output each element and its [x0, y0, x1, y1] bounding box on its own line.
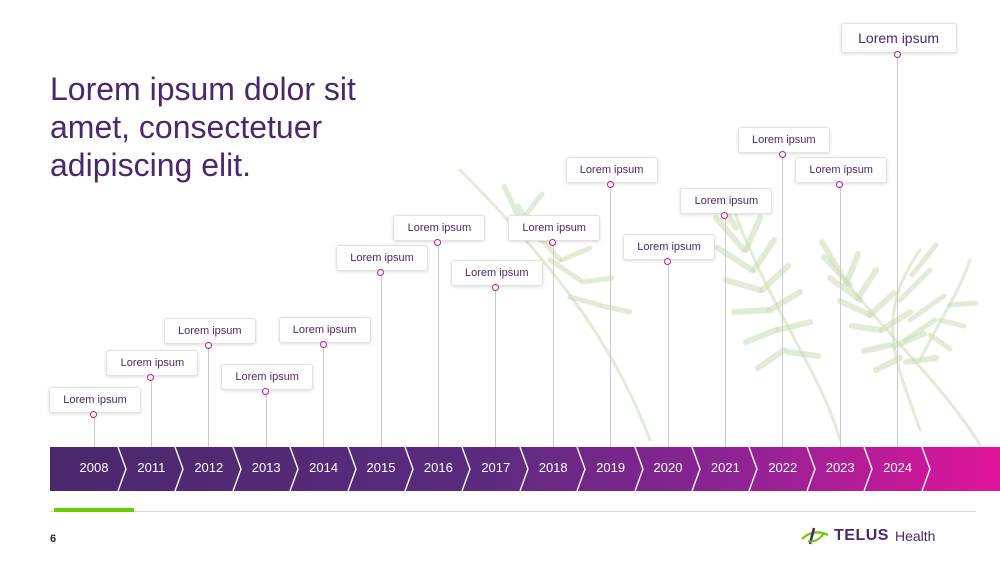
- milestone-label: Lorem ipsum: [221, 364, 314, 390]
- milestone-marker: [606, 181, 614, 188]
- milestone-label: Lorem ipsum: [450, 260, 543, 286]
- milestone-marker: [262, 388, 270, 395]
- timeline-chevron: [346, 447, 357, 491]
- timeline-year: 2021: [710, 460, 740, 475]
- timeline-chevron: [748, 447, 759, 491]
- milestone-marker: [434, 239, 442, 246]
- milestone-marker: [147, 374, 155, 381]
- timeline-year: 2015: [366, 460, 396, 475]
- logo-suffix: Health: [894, 528, 936, 544]
- milestone-label: Lorem ipsum: [795, 157, 888, 183]
- timeline-stem: [552, 221, 554, 447]
- timeline-year: 2008: [79, 460, 109, 475]
- timeline-year: 2022: [768, 460, 798, 475]
- timeline-chevron: [691, 447, 701, 491]
- timeline-chevron: [633, 447, 644, 491]
- milestone-label: Lorem ipsum: [565, 157, 658, 183]
- timeline-year: 2013: [251, 460, 281, 475]
- timeline-chevron: [806, 447, 816, 491]
- timeline-stem: [265, 370, 267, 447]
- milestone-label: Lorem ipsum: [737, 127, 830, 153]
- timeline-chevron: [289, 447, 299, 491]
- timeline-stem: [150, 356, 152, 447]
- milestone-label: Lorem ipsum: [336, 245, 428, 271]
- timeline-year: 2011: [137, 460, 166, 475]
- timeline-chevron: [863, 447, 873, 491]
- milestone-marker: [778, 151, 786, 158]
- timeline-stem: [437, 221, 439, 447]
- milestone-marker: [664, 258, 671, 265]
- milestone-marker: [549, 239, 557, 246]
- milestone-marker: [836, 181, 844, 188]
- milestone-label: Lorem ipsum: [106, 350, 199, 376]
- timeline-year: 2018: [538, 460, 568, 475]
- milestone-label: Lorem ipsum: [49, 387, 141, 413]
- page-number: 6: [50, 533, 57, 545]
- milestone-label: Lorem ipsum: [393, 215, 486, 241]
- fern-background-image: [458, 168, 982, 447]
- timeline-chevron: [174, 447, 185, 491]
- milestone-marker: [204, 342, 212, 349]
- timeline-stem: [610, 163, 612, 447]
- slide-title: Lorem ipsum dolor sit amet, consectetuer…: [50, 71, 356, 183]
- timeline-chevron: [117, 447, 127, 491]
- timeline-stem: [839, 163, 841, 447]
- timeline-stem: [323, 323, 325, 447]
- telus-health-logo: TELUS Health: [800, 523, 935, 549]
- milestone-label: Lorem ipsum: [623, 234, 715, 260]
- milestone-label: Lorem ipsum: [680, 188, 773, 214]
- timeline-stem: [495, 266, 497, 447]
- timeline-year: 2019: [596, 460, 626, 475]
- milestone-label: Lorem ipsum: [278, 317, 371, 343]
- telus-globe-icon: [801, 527, 829, 545]
- timeline-stem: [782, 133, 784, 447]
- timeline-chevron: [576, 447, 586, 491]
- timeline-chevron: [519, 447, 529, 491]
- milestone-label: Lorem ipsum: [840, 23, 957, 53]
- logo-wordmark: TELUS: [834, 527, 889, 544]
- timeline-stem: [724, 194, 726, 447]
- timeline-year: 2016: [423, 460, 453, 475]
- timeline-year: 2023: [825, 460, 855, 475]
- milestone-marker: [721, 212, 729, 219]
- timeline-stem: [208, 324, 210, 447]
- timeline-stem: [667, 240, 669, 447]
- timeline-chevron: [920, 447, 931, 491]
- timeline-chevron: [232, 447, 242, 491]
- milestone-marker: [319, 341, 327, 348]
- milestone-marker: [377, 269, 384, 276]
- timeline-year: 2024: [883, 460, 913, 475]
- timeline-year: 2014: [309, 460, 339, 475]
- milestone-marker: [491, 284, 499, 291]
- milestone-marker: [893, 51, 901, 58]
- milestone-label: Lorem ipsum: [163, 318, 256, 344]
- timeline-chevron: [404, 447, 414, 491]
- timeline-year: 2020: [653, 460, 683, 475]
- milestone-marker: [90, 411, 97, 418]
- timeline-year: 2017: [481, 460, 511, 475]
- footer-accent-bar: [54, 508, 134, 512]
- timeline-chevron: [461, 447, 472, 491]
- timeline-year: 2012: [194, 460, 224, 475]
- timeline-stem: [380, 251, 382, 447]
- timeline-stem: [897, 29, 899, 447]
- timeline-band: [50, 447, 1000, 491]
- footer-rule: [50, 511, 976, 512]
- timeline-stem: [93, 393, 95, 447]
- milestone-label: Lorem ipsum: [508, 215, 601, 241]
